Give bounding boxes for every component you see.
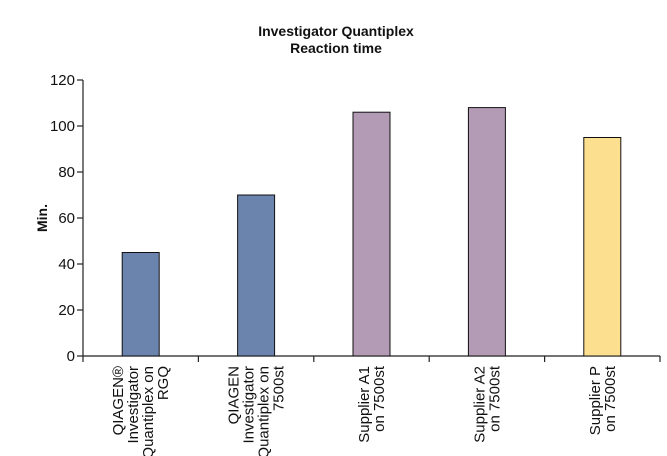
x-axis [82,355,661,362]
y-axis-label: Min. [34,204,50,232]
x-category-label: QIAGEN® [110,366,127,435]
y-tick-label: 120 [50,72,75,89]
bars [121,107,622,357]
y-tick-label: 20 [58,302,75,319]
bar [237,194,276,357]
x-category-label: Investigator [125,366,142,444]
y-tick-label: 60 [58,210,75,227]
x-category-label: RGQ [155,366,172,400]
x-category-label: Quantiplex on [256,366,273,456]
x-category-label: Supplier P [587,366,604,435]
bar [121,252,160,357]
chart-title-line-2: Reaction time [290,40,382,56]
y-tick-label: 100 [50,118,75,135]
y-tick-label: 40 [58,256,75,273]
y-tick-label: 0 [67,348,75,365]
x-category-label: on 7500st [486,365,503,432]
x-category-label: QIAGEN [226,366,243,424]
x-category-label: 7500st [271,365,288,411]
y-axis: 0 20 40 60 80 100 120 [50,72,84,365]
bar [467,107,506,357]
y-tick-label: 80 [58,164,75,181]
x-category-label: Supplier A2 [471,366,488,443]
x-category-label: Supplier A1 [356,366,373,443]
x-category-label: Quantiplex on [140,366,157,456]
x-category-label: on 7500st [371,365,388,432]
bar [352,111,391,357]
chart-title-line-1: Investigator Quantiplex [258,23,414,39]
bar [583,137,622,357]
x-category-label: Investigator [241,366,258,444]
x-category-label: on 7500st [602,365,619,432]
